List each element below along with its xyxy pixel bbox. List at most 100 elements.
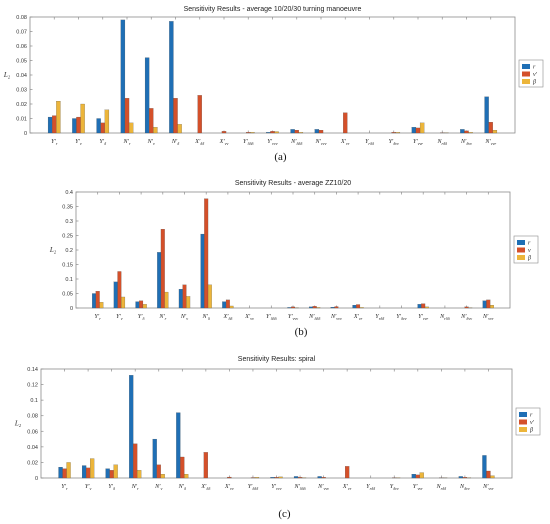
bar-r [200,233,205,309]
x-tick-label: X′δδ [194,139,204,146]
chart-2: Sensitivity Results: spiral 0 0.02 0.04 0.06… [14,356,541,520]
bar-β [229,305,234,309]
bar-v [291,306,295,309]
bar-v′ [149,108,154,134]
x-tick-label: Y′δ [99,139,106,146]
legend-label: r [530,413,533,419]
y-tick-label: 0.2 [65,248,73,254]
legend-label: r [528,241,531,247]
bar-r [330,307,335,309]
plot-frame [29,16,516,134]
bar-β [419,122,425,134]
bar-v [225,299,230,309]
legend-label: v′ [530,420,535,426]
x-tick-label: X′vr [340,139,350,146]
legend: rv′ β [515,407,541,436]
bar-β [66,462,71,479]
bar-β [153,127,158,134]
y-tick-label: 0.02 [27,460,38,466]
bar-r [484,96,489,134]
y-tick-label: 0.07 [16,30,27,36]
bar-r [411,474,416,479]
x-tick-label: Nrδδ [436,484,447,491]
legend-swatch [519,427,527,432]
bar-r [222,301,227,309]
bar-r [176,412,181,479]
bar-v′ [156,464,161,479]
x-tick-label: Y′vvr [413,139,423,146]
bar-β [316,307,321,309]
legend: rvβ [513,235,539,264]
bar-β [278,476,283,479]
legend-label: v [528,248,531,254]
x-tick-label: Y′δ [138,314,145,321]
x-tick-label: Y′r [51,139,58,146]
legend-swatch [519,419,527,425]
panel-caption: (c) [278,508,291,520]
bar-β [250,132,255,134]
bar-r [152,438,157,479]
x-tick-label: N′δδδ [293,484,305,491]
y-tick-label: 0.3 [65,219,73,225]
x-tick-label: Y′v [75,139,82,146]
x-tick-label: Y′vvv [288,314,298,321]
bar-β [395,132,401,134]
chart-1: Sensitivity Results - average ZZ10/20 0 0.… [49,180,539,338]
x-tick-label: N′v [147,139,155,146]
x-tick-label: X′vv [219,139,229,146]
bar-v′ [345,466,350,479]
bar-v′ [227,476,232,479]
bar-r [411,127,417,134]
x-tick-label: Yrδδ [365,139,374,146]
y-tick-label: 0.14 [27,367,38,373]
x-tick-label: N′vvv [317,484,329,491]
bar-v′ [221,131,227,134]
bar-r [417,304,422,309]
x-tick-label: Nrδδ [436,139,447,146]
bar-v′ [415,474,420,479]
y-axis-label: L₂ [14,420,22,428]
x-tick-label: Y′δδδ [266,314,277,321]
bar-v [334,306,339,309]
x-tick-label: Y′v [116,314,123,321]
bar-v′ [464,130,469,134]
bar-v′ [294,130,299,134]
y-tick-label: 0.1 [65,277,73,283]
bar-v [464,306,469,309]
bar-β [121,296,126,309]
y-tick-label: 0 [70,306,73,312]
y-axis-label: L₂ [3,71,11,79]
x-tick-label: Y′vvv [271,484,281,491]
x-tick-label: N′δvv [460,139,472,146]
bar-β [298,132,304,134]
x-tick-label: N′δ [202,314,210,321]
bar-β [113,464,118,479]
x-tick-label: N′vvr [484,139,496,146]
bar-v′ [197,95,202,134]
y-tick-label: 0 [35,476,38,482]
bar-r [120,19,126,134]
bar-r [96,118,101,134]
bar-β [80,103,85,134]
bar-v′ [486,470,491,479]
x-tick-label: N′v [180,314,188,321]
bar-v′ [415,127,421,134]
bar-r [482,300,487,309]
bar-β [177,124,182,134]
x-tick-label: Y′r [61,484,68,491]
bar-β [137,470,142,479]
plot-frame [75,191,511,309]
bar-r [460,129,465,134]
legend-swatch [522,71,530,77]
y-tick-label: 0.01 [16,117,27,123]
y-tick-label: 0 [24,131,27,137]
y-tick-label: 0.04 [27,445,38,451]
x-tick-label: Y′δδδ [248,484,259,491]
y-tick-label: 0.08 [27,414,38,420]
panel-caption: (b) [295,326,308,338]
bar-v′ [462,477,468,479]
y-tick-label: 0.25 [62,234,73,240]
bar-v′ [124,98,130,134]
x-tick-label: N′v [154,484,162,491]
